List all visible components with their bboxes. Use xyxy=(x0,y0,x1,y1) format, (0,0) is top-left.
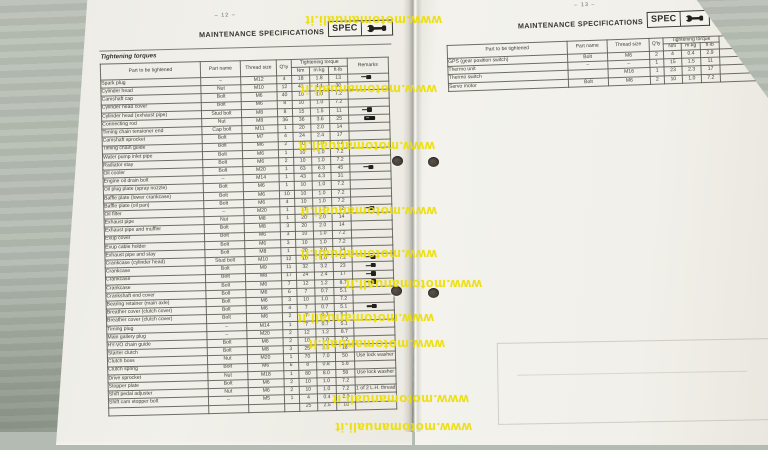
page-showthrough xyxy=(497,338,768,425)
spec-badge: SPEC xyxy=(328,19,393,37)
col-header-thread-size: Thread size xyxy=(240,60,276,77)
col-header-qty: Q'ty xyxy=(276,59,291,75)
col-header-part-name: Part name xyxy=(200,61,240,78)
page-number-right: – 13 – xyxy=(574,2,595,9)
punch-hole xyxy=(391,286,402,296)
cell-nm: 25 xyxy=(300,402,318,411)
cell-remarks xyxy=(356,400,397,409)
col-header-remarks: Remarks xyxy=(347,57,388,74)
cell-thread-size xyxy=(249,403,285,412)
section-title: Tightening torques xyxy=(101,52,157,60)
sealant-applicator-icon xyxy=(366,107,371,112)
moly-tool-icon xyxy=(364,116,375,120)
remark-text: Use lock washer xyxy=(357,368,395,375)
cell-part-name: Bolt xyxy=(568,78,608,88)
page-title: MAINTENANCE SPECIFICATIONS xyxy=(518,17,644,30)
cell-nm: 10 xyxy=(664,75,682,84)
manual-page-left: – 12 – MAINTENANCE SPECIFICATIONS SPEC T… xyxy=(48,0,417,445)
cell-thread-size: M6 xyxy=(608,76,650,86)
cell-part-name xyxy=(209,404,249,413)
wrench-icon xyxy=(680,10,710,27)
tightening-torques-table-right: Part to be tightened Part name Thread si… xyxy=(447,34,756,92)
cell-remarks xyxy=(720,72,755,82)
punch-hole xyxy=(428,157,439,167)
sealant-applicator-icon xyxy=(371,304,376,309)
spec-badge: SPEC xyxy=(647,10,710,28)
right-page-header: MAINTENANCE SPECIFICATIONS SPEC xyxy=(518,10,710,33)
spec-label: SPEC xyxy=(328,20,362,37)
left-page-content: – 12 – MAINTENANCE SPECIFICATIONS SPEC T… xyxy=(48,0,428,450)
cell-mkg: 1.0 xyxy=(682,74,701,83)
cell-mkg: 2.5 xyxy=(318,402,337,411)
cell-part xyxy=(109,405,209,416)
sealant-applicator-icon xyxy=(368,165,373,170)
punch-hole xyxy=(392,156,403,166)
spec-label: SPEC xyxy=(647,11,681,28)
remark-text: 1 of 2 L.H. thread xyxy=(356,385,396,392)
manual-page-right: – 13 – MAINTENANCE SPECIFICATIONS SPEC xyxy=(415,0,768,445)
sealant-applicator-icon xyxy=(370,255,375,260)
sealant-applicator-icon xyxy=(370,271,375,276)
cell-ftlb: 7.2 xyxy=(701,74,720,83)
punch-hole xyxy=(428,288,439,298)
sealant-applicator-icon xyxy=(370,263,375,268)
page-number-left: – 12 – xyxy=(215,12,236,19)
sealant-applicator-icon xyxy=(369,206,374,211)
sealant-applicator-icon xyxy=(366,75,371,80)
page-title: MAINTENANCE SPECIFICATIONS xyxy=(199,27,324,39)
tightening-torques-table: Part to be tightened Part name Thread si… xyxy=(100,57,398,417)
left-page-header: MAINTENANCE SPECIFICATIONS SPEC xyxy=(199,19,393,40)
right-page-content: – 13 – MAINTENANCE SPECIFICATIONS SPEC xyxy=(414,0,768,447)
cell-ftlb: 18 xyxy=(337,401,356,410)
cell-qty xyxy=(285,403,300,412)
remark-text: Use lock washer xyxy=(356,352,394,359)
cell-qty: 2 xyxy=(650,76,664,85)
sealant-applicator-icon xyxy=(371,279,376,284)
wrench-icon xyxy=(361,19,392,36)
header-rule xyxy=(99,44,391,52)
col-header-qty: Q'ty xyxy=(649,38,663,51)
